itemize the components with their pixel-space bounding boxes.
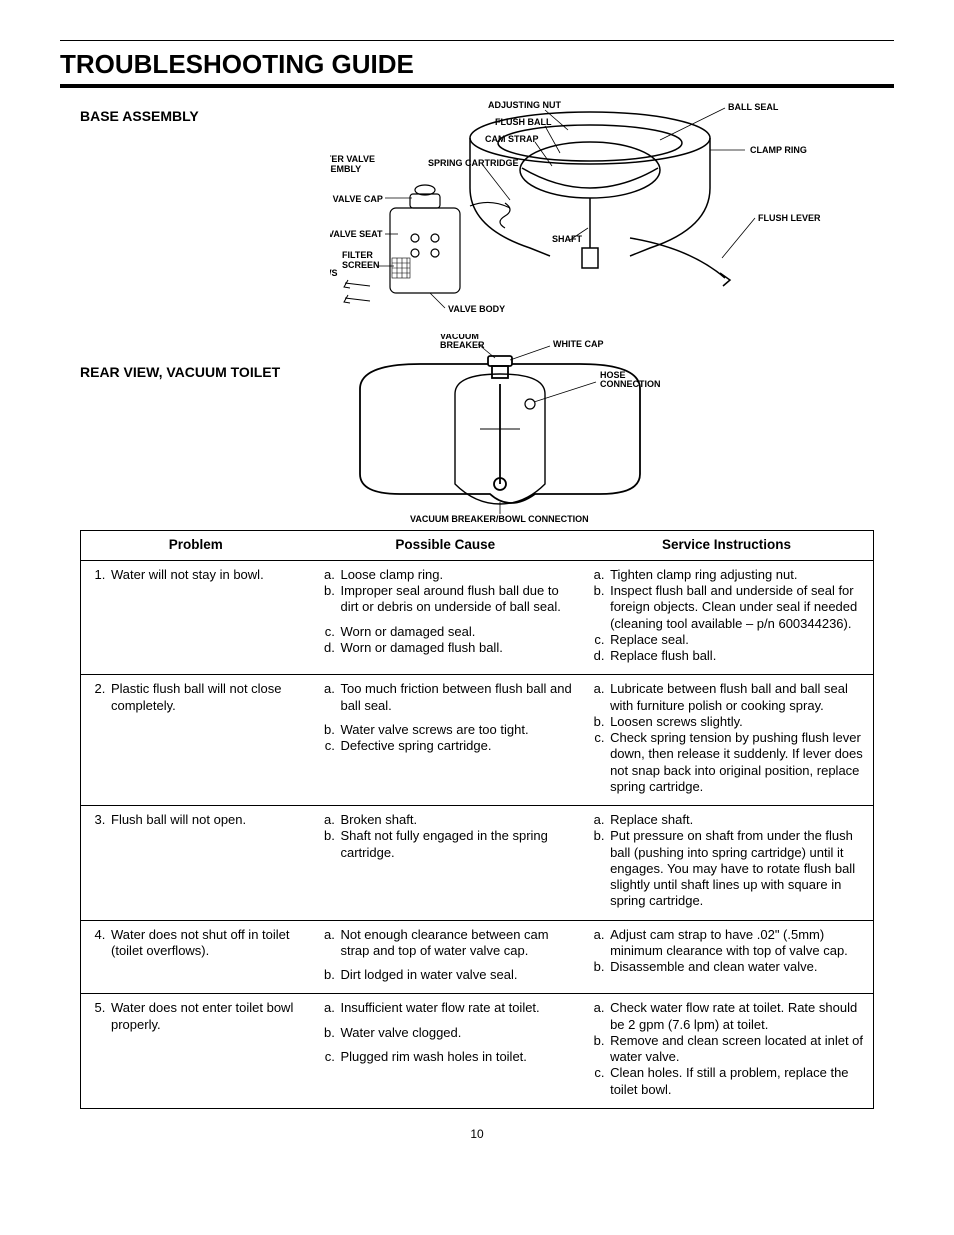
rear-view-svg: VACUUMBREAKER WHITE CAP HOSECONNECTION V…: [300, 334, 720, 524]
th-problem: Problem: [81, 531, 311, 561]
callout-cam-strap: CAM STRAP: [485, 134, 539, 144]
callout-filter-screen: FILTERSCREEN: [342, 250, 380, 270]
callout-water-valve-screws: WATERVALVESCREWS: [330, 248, 338, 278]
top-rule: [60, 40, 894, 41]
callout-vacuum-breaker: VACUUMBREAKER: [440, 334, 485, 350]
callout-flush-ball: FLUSH BALL: [495, 117, 552, 127]
page: TROUBLESHOOTING GUIDE BASE ASSEMBLY: [0, 0, 954, 1171]
callout-ball-seal: BALL SEAL: [728, 102, 779, 112]
callout-adjusting-nut: ADJUSTING NUT: [488, 100, 562, 110]
callout-water-valve-assembly: WATER VALVEASSEMBLY: [330, 154, 375, 174]
callout-shaft: SHAFT: [552, 234, 582, 244]
th-service: Service Instructions: [580, 531, 873, 561]
table-row: Water will not stay in bowl.Loose clamp …: [81, 560, 874, 675]
troubleshooting-table: Problem Possible Cause Service Instructi…: [80, 530, 874, 1109]
table-row: Water does not shut off in toilet (toile…: [81, 920, 874, 994]
section-label-base: BASE ASSEMBLY: [80, 108, 199, 124]
section-label-rear: REAR VIEW, VACUUM TOILET: [80, 364, 280, 380]
callout-white-cap: WHITE CAP: [553, 339, 604, 349]
callout-bottom: VACUUM BREAKER/BOWL CONNECTION: [410, 514, 589, 524]
thick-rule: [60, 84, 894, 88]
callout-flush-lever: FLUSH LEVER: [758, 213, 821, 223]
page-number: 10: [60, 1127, 894, 1141]
table-row: Plastic flush ball will not close comple…: [81, 675, 874, 806]
callout-spring-cartridge: SPRING CARTRIDGE: [428, 158, 519, 168]
callout-clamp-ring: CLAMP RING: [750, 145, 807, 155]
diagram-base-assembly: BASE ASSEMBLY: [80, 98, 894, 328]
base-assembly-svg: ADJUSTING NUT FLUSH BALL CAM STRAP BALL …: [330, 98, 890, 328]
page-title: TROUBLESHOOTING GUIDE: [60, 49, 894, 80]
callout-valve-body: VALVE BODY: [448, 304, 505, 314]
th-cause: Possible Cause: [310, 531, 580, 561]
table-row: Water does not enter toilet bowl properl…: [81, 994, 874, 1109]
callout-valve-seat: VALVE SEAT: [330, 229, 383, 239]
table-row: Flush ball will not open.Broken shaft.Sh…: [81, 806, 874, 921]
diagram-rear-view: REAR VIEW, VACUUM TOILET: [80, 334, 894, 524]
callout-top-valve-cap: TOP VALVE CAP: [330, 194, 383, 204]
